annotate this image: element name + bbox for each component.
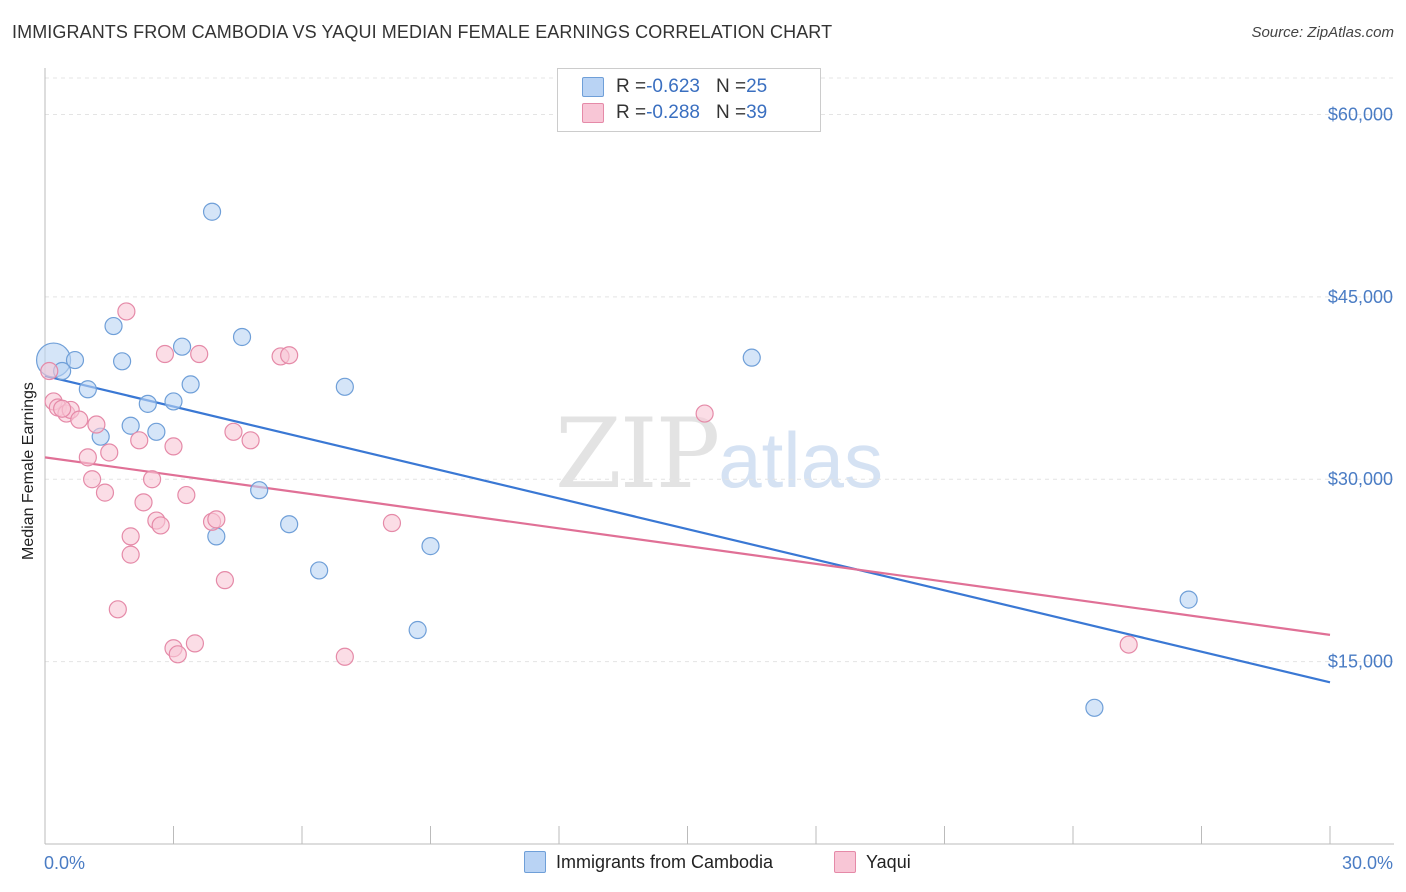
chart-title: IMMIGRANTS FROM CAMBODIA VS YAQUI MEDIAN… xyxy=(12,22,833,42)
point-cambodia xyxy=(335,377,354,396)
point-yaqui xyxy=(241,431,260,450)
point-cambodia xyxy=(138,394,157,413)
point-cambodia xyxy=(172,337,192,356)
trend-lines xyxy=(44,374,1331,684)
point-yaqui xyxy=(185,634,205,653)
point-yaqui xyxy=(83,470,102,489)
point-cambodia xyxy=(112,352,132,371)
axes xyxy=(44,68,1394,845)
point-yaqui xyxy=(142,470,162,489)
grid-lines xyxy=(45,77,1394,663)
bottom-legend-swatch-yaqui xyxy=(834,851,856,873)
point-yaqui xyxy=(70,410,89,429)
point-yaqui xyxy=(53,399,72,418)
legend-row-cambodia: R = -0.623 N = 25 xyxy=(582,75,767,99)
point-yaqui xyxy=(87,415,106,434)
y-tick-label: $15,000 xyxy=(1328,652,1393,672)
point-yaqui xyxy=(695,404,714,423)
watermark-zip: ZIP xyxy=(555,398,720,510)
point-yaqui xyxy=(224,422,243,441)
point-yaqui xyxy=(177,485,196,505)
point-yaqui xyxy=(134,493,153,512)
point-cambodia xyxy=(65,350,85,370)
legend-n-value-yaqui: 39 xyxy=(746,102,768,123)
point-yaqui xyxy=(335,647,354,666)
point-cambodia xyxy=(104,316,123,336)
point-yaqui xyxy=(78,448,97,467)
point-cambodia xyxy=(232,327,252,347)
y-tick-label: $45,000 xyxy=(1328,287,1393,307)
point-yaqui xyxy=(151,516,170,535)
point-yaqui xyxy=(40,361,59,381)
point-cambodia xyxy=(147,422,166,441)
point-yaqui xyxy=(121,545,140,564)
watermark-atlas: atlas xyxy=(718,416,883,504)
point-cambodia xyxy=(1085,698,1104,717)
legend-swatch-cambodia xyxy=(582,77,604,97)
point-cambodia xyxy=(310,561,329,580)
bottom-legend-cambodia: Immigrants from Cambodia xyxy=(524,851,773,873)
bottom-legend-label-cambodia: Immigrants from Cambodia xyxy=(556,851,774,872)
bottom-legend-label-yaqui: Yaqui xyxy=(866,851,911,872)
point-yaqui xyxy=(168,645,187,664)
legend-row-yaqui: R = -0.288 N = 39 xyxy=(582,101,767,125)
point-cambodia xyxy=(1179,590,1198,609)
trend-line-cambodia xyxy=(44,374,1331,684)
point-cambodia xyxy=(250,481,269,500)
point-cambodia xyxy=(280,515,299,534)
axis-labels: $15,000 $30,000 $45,000 $60,000 0.0% 30.0% Med… xyxy=(20,104,1393,873)
point-yaqui xyxy=(164,437,183,456)
legend-r-value-yaqui: -0.288 xyxy=(646,102,700,123)
point-cambodia xyxy=(164,392,183,411)
legend-n-value-cambodia: 25 xyxy=(746,76,768,97)
y-axis-label: Median Female Earnings xyxy=(20,382,37,560)
point-cambodia xyxy=(202,202,222,221)
watermark: ZIPatlas xyxy=(555,398,883,510)
point-yaqui xyxy=(100,443,119,462)
point-yaqui xyxy=(130,431,149,450)
data-points xyxy=(35,202,1198,717)
point-yaqui xyxy=(108,600,127,619)
x-tick-label: 0.0% xyxy=(44,853,85,873)
point-yaqui xyxy=(207,510,226,529)
trend-line-yaqui xyxy=(44,456,1331,636)
legend-r-value-cambodia: -0.623 xyxy=(646,76,700,97)
point-yaqui xyxy=(280,346,299,365)
bottom-legend-yaqui: Yaqui xyxy=(834,851,911,873)
y-tick-label: $60,000 xyxy=(1328,104,1393,124)
y-tick-label: $30,000 xyxy=(1328,469,1393,489)
point-cambodia xyxy=(121,416,140,435)
point-yaqui xyxy=(382,513,402,533)
stats-legend: R = -0.623 N = 25 R = -0.288 N = 39 xyxy=(557,68,821,132)
point-cambodia xyxy=(421,537,440,556)
point-yaqui xyxy=(117,302,136,321)
point-cambodia xyxy=(181,375,200,394)
legend-swatch-yaqui xyxy=(582,103,604,123)
source-label: Source: ZipAtlas.com xyxy=(1251,24,1394,41)
point-yaqui xyxy=(1119,635,1138,654)
point-yaqui xyxy=(95,483,115,502)
legend-r-label: R = xyxy=(616,76,647,97)
point-cambodia xyxy=(408,620,427,640)
point-yaqui xyxy=(155,344,175,364)
legend-n-label: N = xyxy=(715,102,747,123)
point-cambodia xyxy=(78,380,97,399)
point-yaqui xyxy=(215,571,234,590)
legend-r-label: R = xyxy=(616,102,647,123)
bottom-legend-swatch-cambodia xyxy=(524,851,546,873)
legend-n-label: N = xyxy=(715,76,747,97)
point-yaqui xyxy=(121,527,140,546)
point-yaqui xyxy=(190,344,209,364)
point-cambodia xyxy=(742,348,761,367)
x-tick-label: 30.0% xyxy=(1342,853,1393,873)
